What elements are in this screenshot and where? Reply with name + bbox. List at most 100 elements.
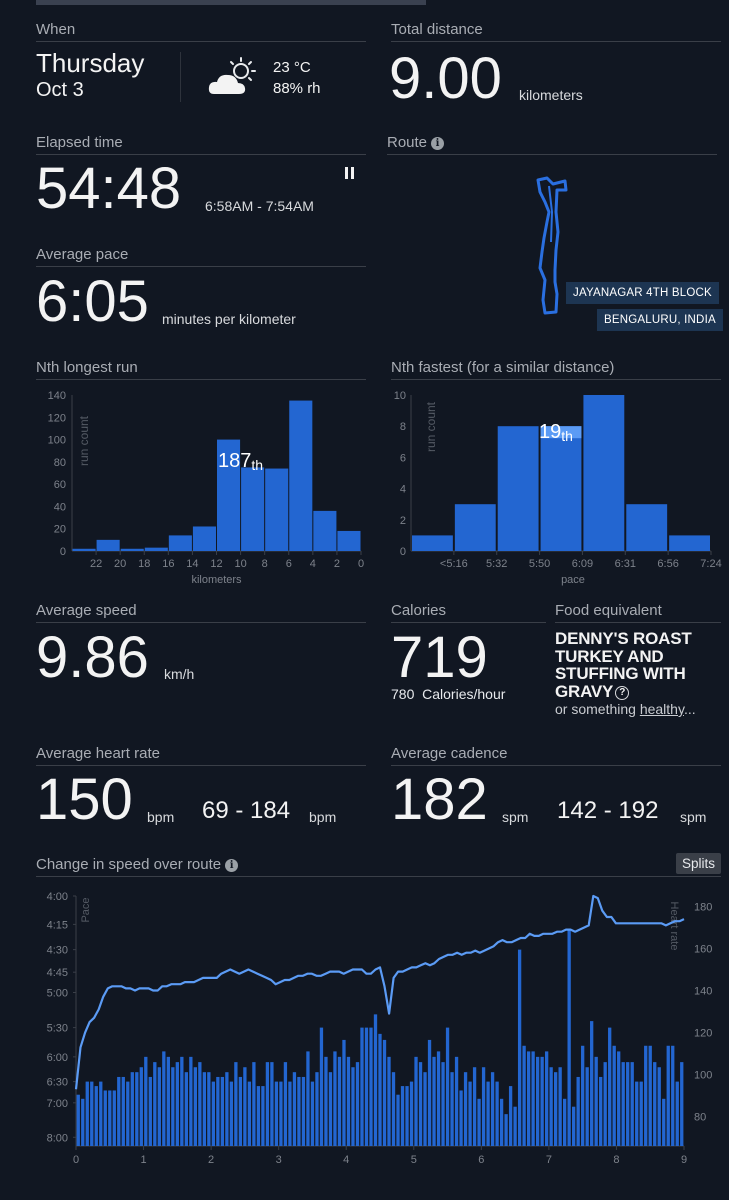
pace-bar [567,929,571,1146]
pace-tick-label: 4:15 [47,919,68,931]
pace-bar [603,1062,607,1146]
healthy-link[interactable]: healthy [639,701,684,717]
histogram-bar [96,539,120,551]
pace-bar [108,1090,112,1146]
total-distance-value: 9.00 [389,46,502,111]
pace-bar [680,1062,684,1146]
heart-rate-tick-label: 180 [694,902,712,914]
pace-bar [301,1076,306,1146]
x-axis-label: kilometers [191,574,242,586]
x-tick-label: 4 [343,1154,349,1166]
pace-bar [608,1027,612,1146]
splits-button[interactable]: Splits [676,853,721,874]
elapsed-time-range: 6:58AM - 7:54AM [205,198,314,214]
pace-bar [135,1072,139,1146]
pace-bar [211,1081,216,1146]
pace-bar [405,1086,409,1146]
pace-bar [563,1098,567,1146]
total-distance-unit: kilometers [519,87,583,103]
x-tick-label: 22 [90,558,102,570]
pace-bar [436,1051,441,1146]
food-name-text: DENNY'S ROAST TURKEY AND STUFFING WITH G… [555,629,692,701]
info-icon[interactable]: i [225,859,239,872]
pace-bar [644,1045,648,1146]
x-axis-label: pace [561,574,585,586]
divider [36,379,366,380]
divider [391,379,721,380]
elapsed-time-value: 54:48 [36,156,182,221]
help-icon[interactable]: ? [615,685,630,700]
y-tick-label: 20 [54,524,66,536]
pace-bar [117,1076,121,1146]
y-tick-label: 40 [54,501,66,513]
x-tick-label: 20 [114,558,126,570]
pace-bar [234,1062,238,1146]
pace-bar [585,1067,589,1146]
heart-rate-line [74,894,685,1090]
pace-bar [576,1076,580,1146]
pace-bar [148,1076,152,1146]
average-heart-rate-value: 150 [36,767,133,832]
x-tick-label: 6 [286,558,292,570]
pace-bar [544,1051,549,1146]
pace-bar [126,1081,130,1146]
pace-bar [265,1062,270,1146]
pace-bar [355,1062,360,1146]
pace-bar [459,1090,463,1146]
pace-bar [612,1045,616,1146]
pace-bar [202,1072,207,1146]
pace-bar [324,1056,328,1146]
pace-bar [121,1076,125,1146]
histogram-bar [412,535,453,551]
nth-fastest-histogram: 0 2 4 6 8 10 <5:16 5:32 5:50 6:09 6:31 6:56 7:24 pace… [394,390,722,586]
info-icon[interactable]: i [431,137,445,150]
pace-bar [243,1067,247,1146]
pause-icon [345,167,355,179]
pace-axis-label: Pace [80,897,92,922]
y-tick-label: 0 [60,546,66,558]
pace-bar [279,1081,283,1146]
x-tick-label: 3 [276,1154,282,1166]
pace-bar [175,1062,179,1146]
pace-bar [337,1056,342,1146]
x-tick-label: 0 [73,1154,79,1166]
histogram-bar [669,535,710,551]
divider [36,876,721,877]
pace-bar [513,1106,517,1146]
pace-bar [180,1056,184,1146]
calories-rate-unit: Calories/hour [422,686,506,702]
pace-bar [590,1021,594,1146]
y-tick-label: 60 [54,479,66,491]
x-tick-label: 7 [546,1154,552,1166]
x-tick-label: 5:32 [486,558,507,570]
pace-bar [481,1067,486,1146]
pace-bar [225,1072,229,1146]
top-scroll-indicator [36,0,426,5]
nth-longest-label: Nth longest run [36,359,138,376]
pace-bar [256,1086,261,1146]
nth-fastest-label: Nth fastest (for a similar distance) [391,359,615,376]
divider [36,154,366,155]
x-tick-label: 5:50 [529,558,550,570]
pace-tick-label: 5:00 [47,988,68,1000]
pace-bar [657,1067,661,1146]
pace-bar [572,1106,576,1146]
route-map-path[interactable] [525,172,575,322]
y-tick-label: 80 [54,457,66,469]
pace-bar [373,1014,378,1146]
x-tick-label: 2 [334,558,340,570]
heart-rate-range-unit: bpm [309,809,337,825]
pace-bar [378,1033,382,1146]
pace-bar [517,949,522,1146]
heart-rate-tick-label: 160 [694,944,712,956]
pace-tick-label: 5:30 [47,1023,68,1035]
divider [555,622,721,623]
pace-bar [319,1027,324,1146]
pace-bar [184,1072,188,1146]
rank-suffix: th [561,428,573,444]
average-heart-rate-label: Average heart rate [36,745,160,762]
pace-bar [76,1094,80,1146]
pace-bar [486,1081,490,1146]
pace-bar [409,1081,414,1146]
x-tick-label: 8 [262,558,268,570]
